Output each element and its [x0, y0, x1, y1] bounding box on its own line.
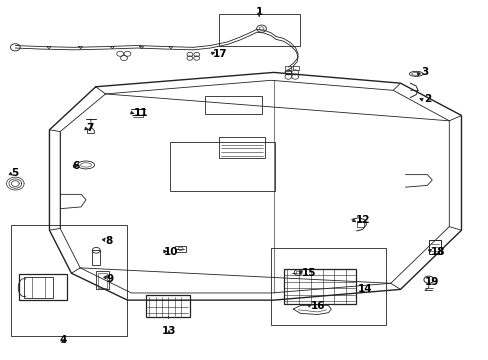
Bar	[146, 296, 189, 317]
Bar	[175, 246, 185, 252]
Bar	[271, 248, 385, 325]
Text: 16: 16	[310, 301, 324, 311]
Bar	[285, 66, 291, 69]
Text: 14: 14	[357, 284, 371, 294]
Text: 15: 15	[301, 268, 315, 278]
Bar	[285, 71, 291, 74]
Text: 19: 19	[424, 277, 438, 287]
Text: 13: 13	[162, 326, 176, 336]
Bar	[283, 269, 355, 304]
Text: 17: 17	[212, 49, 227, 59]
Text: 5: 5	[11, 168, 19, 178]
Bar	[19, 274, 67, 300]
Bar	[219, 137, 265, 158]
Bar	[428, 240, 440, 253]
Bar	[356, 221, 363, 227]
Bar	[293, 66, 299, 69]
Bar	[96, 271, 109, 289]
Bar	[205, 96, 261, 114]
Text: 8: 8	[105, 236, 113, 246]
Text: 3: 3	[420, 67, 427, 77]
Text: 18: 18	[430, 247, 445, 257]
Bar	[24, 277, 53, 298]
Text: 4: 4	[60, 334, 67, 345]
Text: 10: 10	[163, 247, 178, 257]
Bar	[11, 225, 127, 336]
Text: 6: 6	[73, 161, 80, 171]
Bar	[92, 250, 100, 265]
Text: 11: 11	[133, 108, 147, 118]
Text: 12: 12	[355, 215, 369, 225]
Bar	[170, 142, 275, 191]
Text: 2: 2	[423, 94, 430, 104]
Text: 1: 1	[255, 7, 262, 17]
Text: 7: 7	[86, 123, 93, 133]
Bar	[98, 273, 107, 288]
Bar	[219, 14, 299, 45]
Text: 9: 9	[107, 274, 114, 284]
